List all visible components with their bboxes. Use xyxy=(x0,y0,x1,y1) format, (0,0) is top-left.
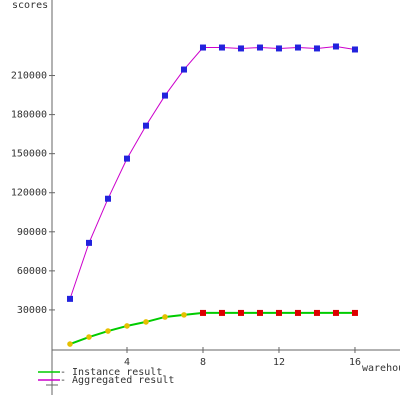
point xyxy=(351,309,358,316)
legend-label: - Aggregated result xyxy=(60,375,174,386)
point xyxy=(218,309,225,316)
point xyxy=(124,323,130,329)
point xyxy=(161,92,168,99)
series-line xyxy=(69,311,355,345)
series-line xyxy=(69,45,356,300)
point xyxy=(313,45,320,52)
point xyxy=(67,341,73,347)
point xyxy=(180,66,187,73)
point xyxy=(256,309,263,316)
point xyxy=(313,309,320,316)
point xyxy=(199,44,206,51)
point xyxy=(199,309,206,316)
y-tick-label: 210000 xyxy=(11,71,47,82)
x-tick-label: 12 xyxy=(273,357,285,368)
point xyxy=(332,309,339,316)
point xyxy=(351,46,358,53)
point xyxy=(86,334,92,340)
point xyxy=(332,43,339,50)
point xyxy=(256,44,263,51)
y-tick-label: 30000 xyxy=(17,305,47,316)
point xyxy=(218,44,225,51)
point xyxy=(237,309,244,316)
point xyxy=(275,45,282,52)
point xyxy=(162,314,168,320)
y-tick-label: 60000 xyxy=(17,266,47,277)
point xyxy=(123,155,130,162)
y-axis-label: scores xyxy=(12,0,48,11)
x-tick-label: 16 xyxy=(349,357,361,368)
point xyxy=(237,45,244,52)
x-axis-label: warehouses xyxy=(362,363,400,374)
y-tick-label: 90000 xyxy=(17,227,47,238)
point xyxy=(275,309,282,316)
point xyxy=(66,295,73,302)
point xyxy=(294,309,301,316)
point xyxy=(104,195,111,202)
point xyxy=(85,239,92,246)
point xyxy=(143,319,149,325)
x-tick-label: 8 xyxy=(200,357,206,368)
y-tick-label: 180000 xyxy=(11,110,47,121)
point xyxy=(294,44,301,51)
y-tick-label: 120000 xyxy=(11,188,47,199)
point xyxy=(105,328,111,334)
y-tick-label: 150000 xyxy=(11,149,47,160)
legend-label: - Instance result xyxy=(60,367,162,378)
point xyxy=(181,312,187,318)
x-tick-label: 4 xyxy=(124,357,130,368)
point xyxy=(142,122,149,129)
